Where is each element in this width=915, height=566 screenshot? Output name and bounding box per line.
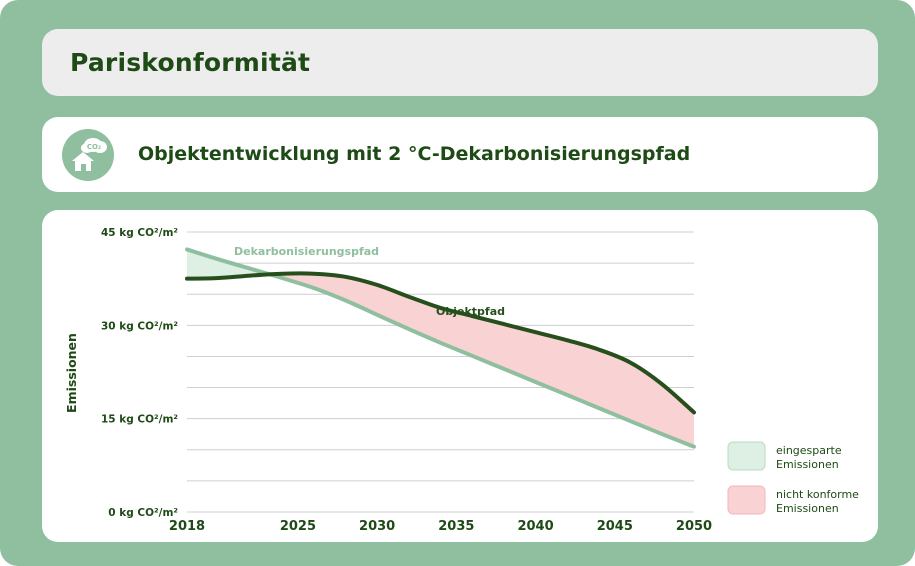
series-label-objektpfad: Objektpfad bbox=[436, 305, 505, 318]
x-tick-label: 2035 bbox=[438, 519, 474, 534]
x-tick-label: 2050 bbox=[676, 519, 712, 534]
co2-house-icon: CO₂ bbox=[62, 129, 114, 181]
legend-label: Emissionen bbox=[776, 502, 839, 515]
chart-subtitle: Objektentwicklung mit 2 °C-Dekarbonisier… bbox=[138, 143, 691, 165]
y-tick-label: 0 kg CO²/m² bbox=[108, 507, 178, 519]
subtitle-card: CO₂ Objektentwicklung mit 2 °C-Dekarboni… bbox=[42, 117, 878, 192]
dekarbonisierungspfad-line bbox=[185, 247, 696, 449]
y-tick-label: 15 kg CO²/m² bbox=[101, 414, 178, 426]
legend-swatch bbox=[727, 441, 766, 471]
title-card: Pariskonformität bbox=[42, 29, 878, 96]
x-tick-label: 2018 bbox=[169, 519, 205, 534]
x-tick-label: 2040 bbox=[517, 519, 553, 534]
chart-card: Dekarbonisierungspfad Objektpfad 0 kg CO²/… bbox=[42, 210, 878, 542]
y-tick-label: 30 kg CO²/m² bbox=[101, 320, 178, 332]
x-tick-label: 2030 bbox=[359, 519, 395, 534]
co2-icon-text: CO₂ bbox=[87, 143, 101, 151]
legend-label: Emissionen bbox=[776, 458, 839, 471]
legend-label: nicht konforme bbox=[776, 488, 859, 501]
legend-swatch bbox=[727, 485, 766, 515]
y-axis-label: Emissionen bbox=[64, 333, 79, 413]
emissions-chart: Dekarbonisierungspfad Objektpfad 0 kg CO²/… bbox=[64, 227, 859, 534]
series-label-dekarbonisierungspfad: Dekarbonisierungspfad bbox=[234, 245, 379, 258]
page-title: Pariskonformität bbox=[70, 48, 311, 77]
x-tick-label: 2045 bbox=[597, 519, 633, 534]
objektpfad-line bbox=[185, 271, 696, 415]
legend-label: eingesparte bbox=[776, 444, 842, 457]
y-tick-label: 45 kg CO²/m² bbox=[101, 227, 178, 239]
x-tick-label: 2025 bbox=[280, 519, 316, 534]
